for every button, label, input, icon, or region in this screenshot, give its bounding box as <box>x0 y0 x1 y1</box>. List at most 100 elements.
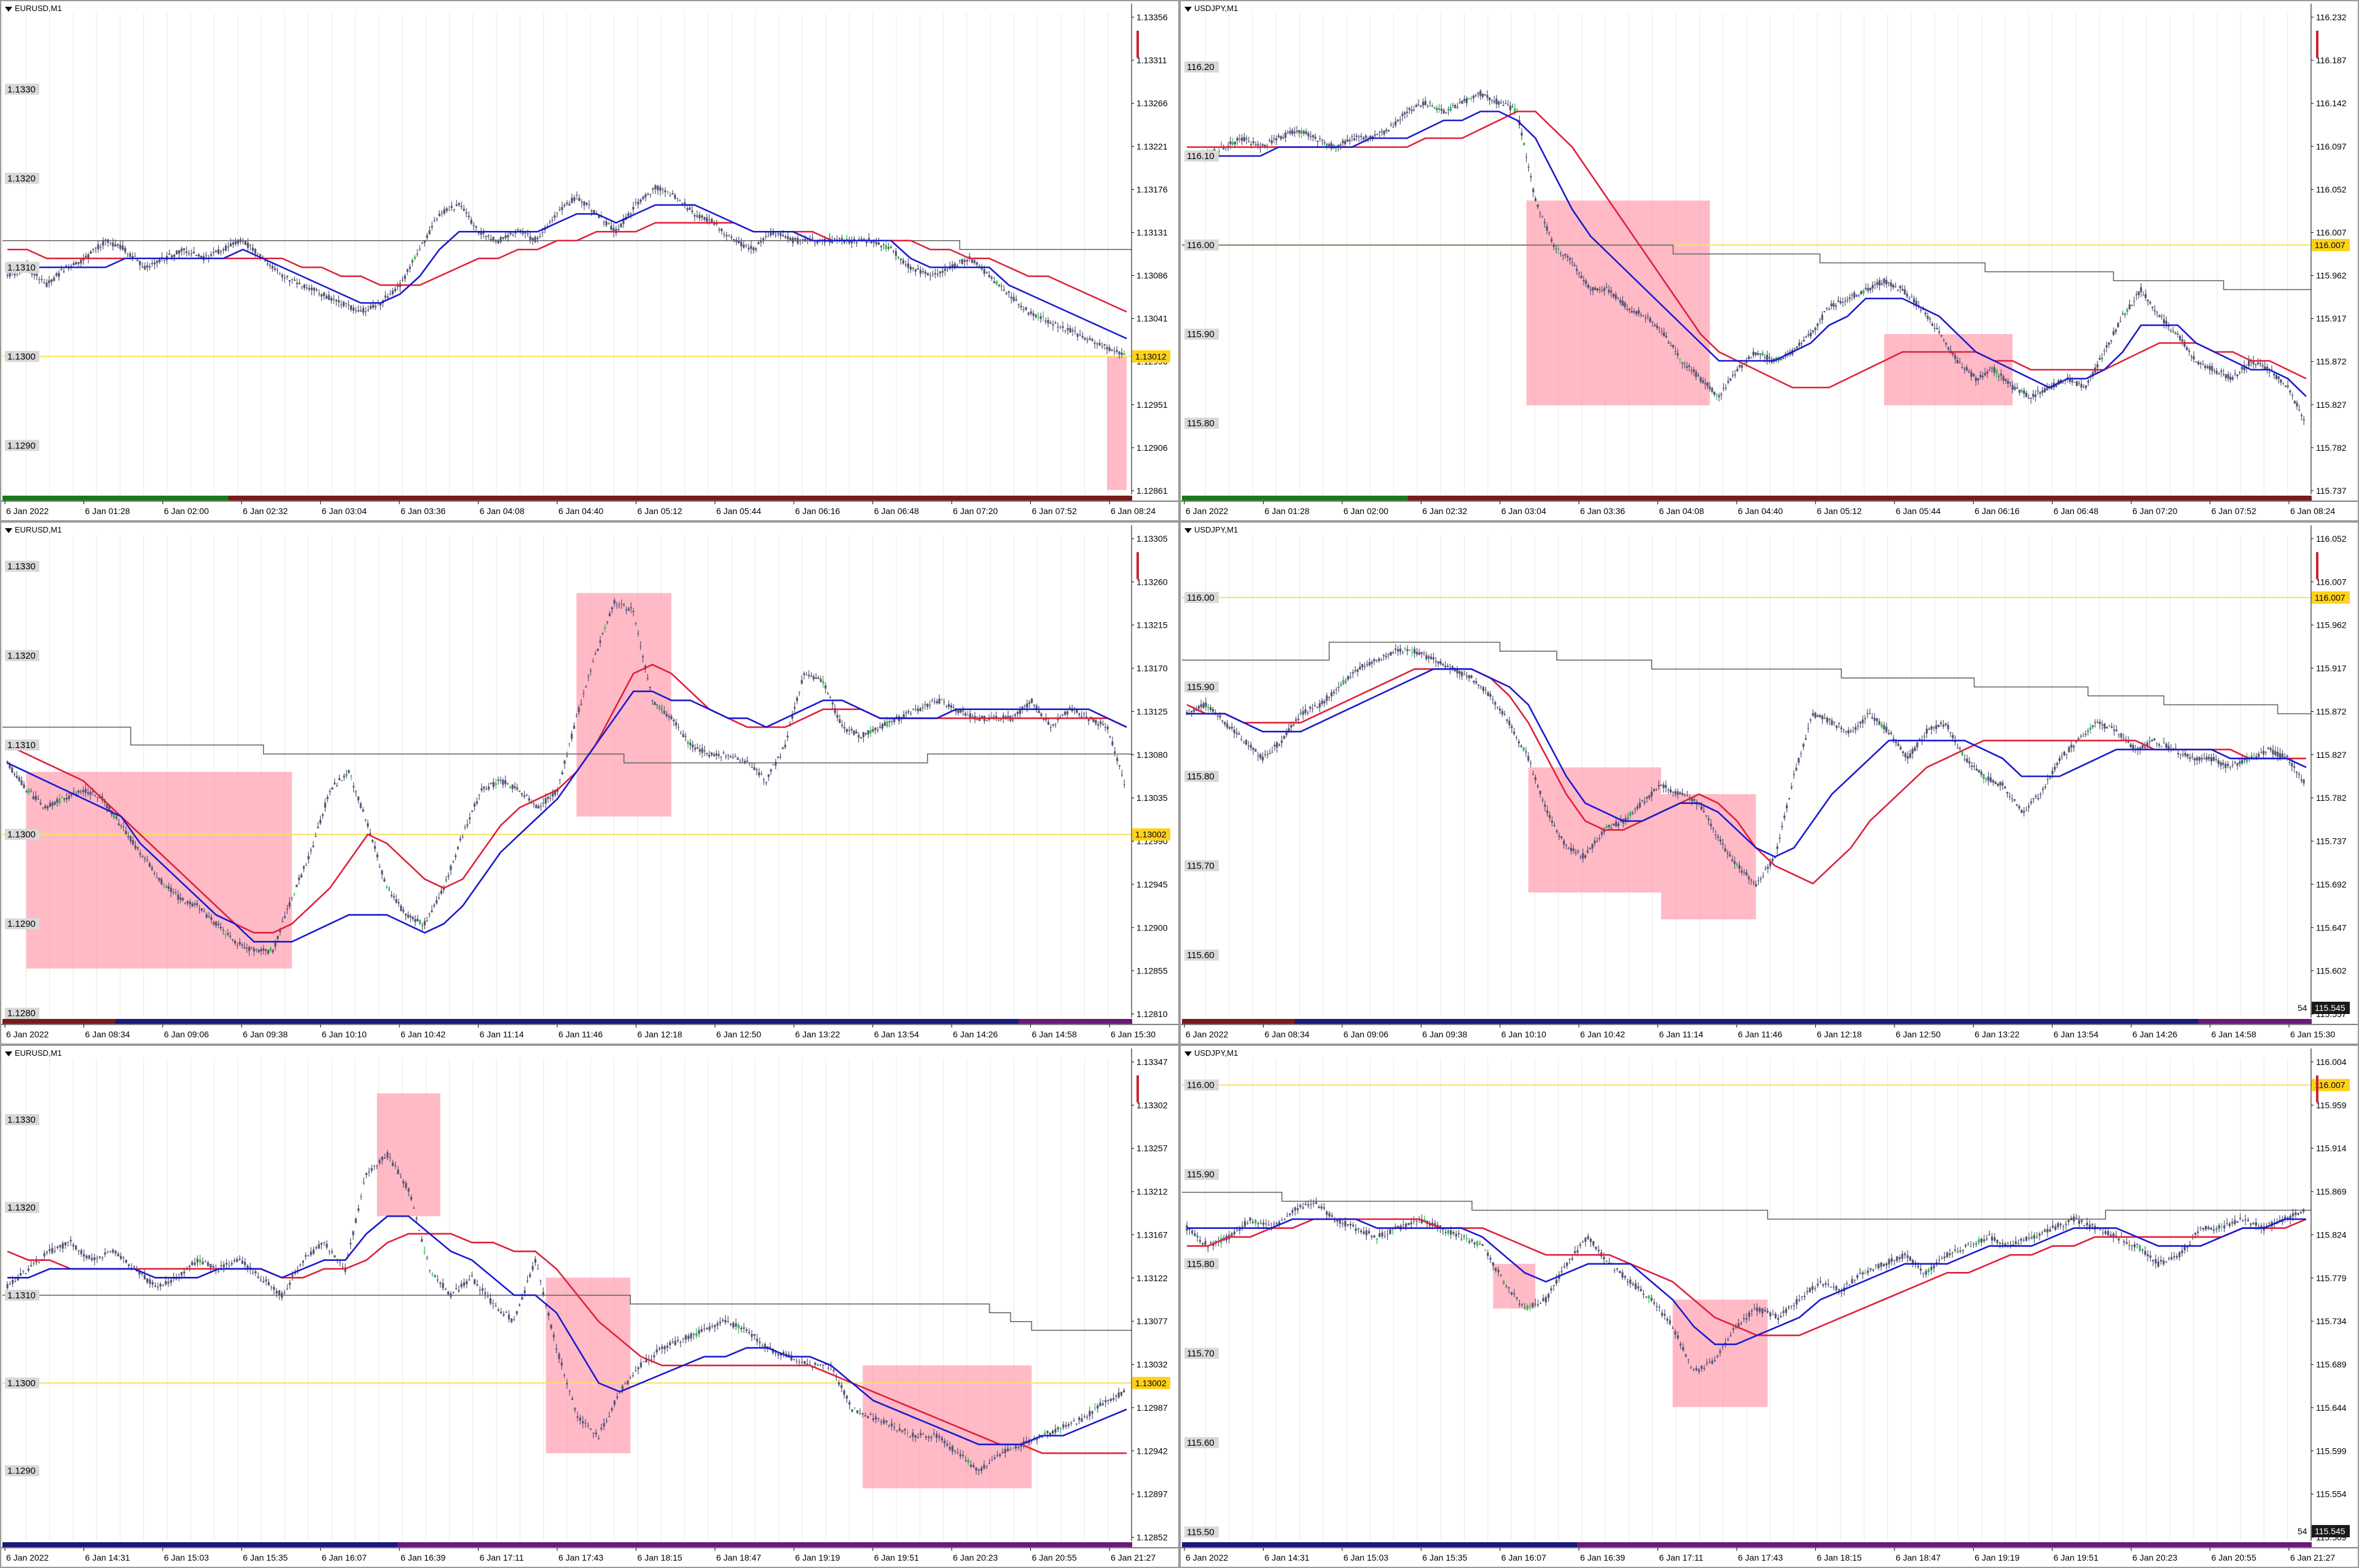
candle-body <box>2289 391 2291 392</box>
session-strip <box>2 1019 60 1024</box>
candle-body <box>590 210 593 212</box>
chart-panel-eurusd-3[interactable]: EURUSD,M1 1.1330 1.1320 1.1310 1.1300 1.1290… <box>0 1045 1180 1568</box>
left-price-label-text: 1.1300 <box>7 830 36 840</box>
candle-body <box>1463 99 1466 101</box>
bid-price-tag <box>2312 1002 2350 1014</box>
candle-body <box>407 915 409 918</box>
candle-body <box>2094 722 2097 723</box>
highlight-zone <box>863 1365 1032 1489</box>
candle-body <box>1559 253 1562 254</box>
candle-body <box>241 945 243 946</box>
candle-body <box>1833 303 1835 307</box>
candle-body <box>2174 332 2177 334</box>
chart-canvas[interactable]: 116.00115.90115.80115.70115.60116.052116… <box>1181 523 2358 1043</box>
candle-body <box>1603 830 1605 832</box>
candle-body <box>279 929 281 932</box>
candle-body <box>213 252 215 253</box>
candle-body <box>278 274 281 275</box>
candle-body <box>131 840 135 845</box>
candle-body <box>117 244 119 246</box>
session-strip <box>2142 1019 2199 1024</box>
candle-body <box>484 1292 487 1294</box>
candle-body <box>990 716 993 718</box>
candle-body <box>295 884 298 887</box>
candle-body <box>1617 297 1619 298</box>
candle-body <box>1764 868 1767 869</box>
candle-body <box>1804 738 1807 740</box>
candle-body <box>1899 286 1901 289</box>
candle-body <box>1310 136 1312 138</box>
candle-body <box>291 897 293 899</box>
candle-body <box>787 236 789 240</box>
collapse-triangle-icon[interactable] <box>1184 6 1192 12</box>
candle-body <box>352 308 354 311</box>
candle-body <box>77 790 80 793</box>
candle-body <box>661 1346 663 1349</box>
chart-panel-usdjpy-2[interactable]: USDJPY,M1 116.00 115.90 115.80 115.70 115.60… <box>1180 521 2359 1045</box>
collapse-triangle-icon[interactable] <box>5 528 12 533</box>
candle-body <box>1575 852 1577 854</box>
candle-body <box>80 259 82 263</box>
candle-body <box>1713 392 1716 395</box>
candle-body <box>1525 751 1527 753</box>
candle-body <box>673 719 675 722</box>
chart-panel-eurusd-2[interactable]: EURUSD,M1 1.1330 1.1320 1.1310 1.1300 1.1290… <box>0 521 1180 1045</box>
candle-body <box>2253 755 2255 756</box>
candle-body <box>1266 145 1269 146</box>
candle-body <box>555 1348 558 1350</box>
candle-body <box>710 752 713 755</box>
candle-body <box>1232 142 1234 145</box>
candle-body <box>1853 292 1856 298</box>
spread-marker <box>1136 552 1139 579</box>
candle-body <box>389 1157 391 1158</box>
candle-body <box>2234 762 2236 763</box>
chart-canvas[interactable]: 116.20116.10116.00115.90115.80116.232116… <box>1181 1 2358 520</box>
candle-body <box>372 304 374 308</box>
candle-body <box>389 294 391 295</box>
candle-body <box>1195 710 1198 711</box>
candle-body <box>1076 333 1079 337</box>
candle-body <box>708 219 711 220</box>
candle-body <box>266 263 269 265</box>
session-strip <box>1294 1019 1352 1024</box>
chart-panel-eurusd-1[interactable]: EURUSD,M1 1.1330 1.1320 1.1310 1.1300 1.1290… <box>0 0 1180 521</box>
candle-body <box>1330 143 1332 149</box>
candle-body <box>320 1242 323 1245</box>
candle-body <box>979 719 981 721</box>
candle-body <box>1987 776 1990 781</box>
candle-body <box>1594 287 1597 291</box>
candle-body <box>650 1359 653 1360</box>
price-tick-label: 115.962 <box>2316 620 2347 630</box>
candle-body <box>714 1325 716 1327</box>
collapse-triangle-icon[interactable] <box>5 6 12 12</box>
chart-symbol: EURUSD,M1 <box>15 1048 62 1058</box>
candle-body <box>617 228 620 230</box>
candle-body <box>1323 701 1326 703</box>
candle-body <box>2302 419 2305 421</box>
candle-body <box>2208 365 2211 370</box>
candle-body <box>1229 141 1232 144</box>
candle-body <box>1600 832 1603 835</box>
price-tick-label: 115.737 <box>2316 837 2347 846</box>
candle-body <box>800 680 803 684</box>
time-tick-label: 6 Jan 13:54 <box>2054 1029 2099 1039</box>
left-price-label-bg <box>5 1007 39 1019</box>
candle-body <box>1346 139 1348 142</box>
candle-body <box>1780 358 1782 361</box>
candle-body <box>1782 357 1785 359</box>
time-tick-label: 6 Jan 2022 <box>1186 506 1228 516</box>
candle-body <box>284 916 286 918</box>
chart-canvas[interactable]: 1.13301.13201.13101.13001.12901.133471.1… <box>1 1046 1178 1567</box>
candle-body <box>2142 745 2144 748</box>
collapse-triangle-icon[interactable] <box>5 1051 12 1056</box>
candle-body <box>1210 707 1212 711</box>
candle-body <box>1768 357 1770 359</box>
candle-body <box>141 856 144 857</box>
chart-canvas[interactable]: 1.13301.13201.13101.13001.12901.12801.13… <box>1 523 1178 1043</box>
candle-body <box>2198 757 2201 761</box>
chart-panel-usdjpy-1[interactable]: USDJPY,M1 116.20 116.10 116.00 115.90 115.80… <box>1180 0 2359 521</box>
candle-body <box>1945 343 1947 345</box>
candle-body <box>450 865 452 870</box>
chart-canvas[interactable]: 1.13301.13201.13101.13001.12901.133561.1… <box>1 1 1178 520</box>
collapse-triangle-icon[interactable] <box>1184 528 1192 533</box>
